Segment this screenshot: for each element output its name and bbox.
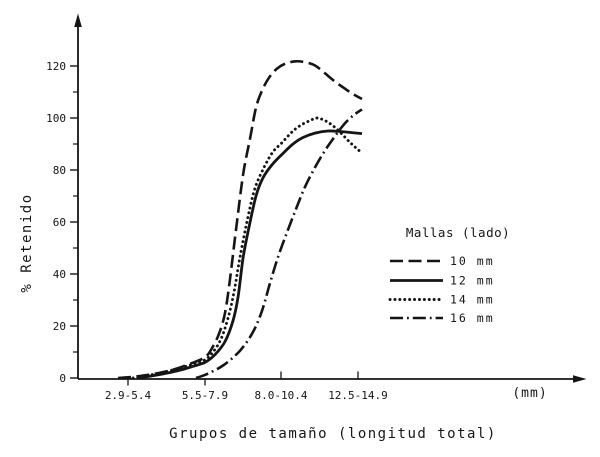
x-tick-label: 2.9-5.4 [105,389,152,402]
x-axis-arrowhead [573,375,587,383]
y-tick-label: 0 [59,372,66,385]
legend-title: Mallas (lado) [406,225,510,240]
y-tick-label: 40 [53,268,66,281]
y-axis-ticks: 0 20 40 60 80 100 120 [46,60,78,385]
y-tick-label: 80 [53,164,66,177]
y-tick-label: 60 [53,216,66,229]
x-axis-title: Grupos de tamaño (longitud total) [169,426,497,442]
x-tick-label: 8.0-10.4 [255,389,308,402]
legend: Mallas (lado) 10 mm 12 mm 14 mm 16 mm [388,225,510,325]
y-tick-label: 120 [46,60,66,73]
series-curves [117,59,364,380]
series-curve-16-mm [195,108,363,380]
legend-label-10-mm: 10 mm [450,254,495,268]
x-tick-label: 12.5-14.9 [328,389,388,402]
x-axis-unit-label: (mm) [512,386,547,401]
legend-rows: 10 mm 12 mm 14 mm 16 mm [388,254,495,325]
series-curve-10-mm [117,59,363,380]
series-curve-12-mm [137,129,363,380]
y-axis-arrowhead [74,13,82,27]
axes [74,13,587,383]
y-tick-label: 100 [46,112,66,125]
x-tick-label: 5.5-7.9 [182,389,228,402]
legend-label-12-mm: 12 mm [450,274,495,288]
y-axis-title: % Retenido [19,193,35,292]
legend-label-14-mm: 14 mm [450,293,495,307]
x-axis-ticks: 2.9-5.4 5.5-7.9 8.0-10.4 12.5-14.9 [105,371,388,402]
legend-label-16-mm: 16 mm [450,311,495,325]
y-tick-label: 20 [53,320,66,333]
